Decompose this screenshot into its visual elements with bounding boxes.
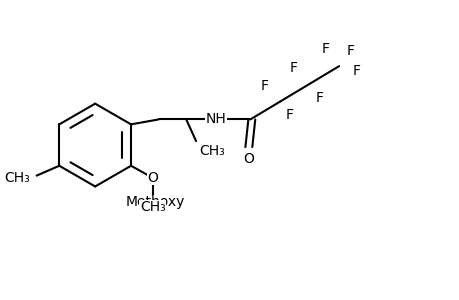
Text: CH₃: CH₃ [4, 171, 30, 184]
Text: Methoxy: Methoxy [126, 195, 185, 209]
Text: F: F [315, 91, 323, 105]
Text: O: O [242, 152, 253, 166]
Text: F: F [352, 64, 360, 78]
Text: O: O [147, 171, 158, 184]
Text: NH: NH [205, 112, 226, 126]
Text: F: F [285, 109, 293, 122]
Text: CH₃: CH₃ [140, 200, 165, 214]
Text: F: F [260, 79, 268, 93]
Text: CH₃: CH₃ [199, 144, 224, 158]
Text: F: F [320, 42, 329, 56]
Text: F: F [289, 61, 297, 75]
Text: F: F [346, 44, 354, 58]
